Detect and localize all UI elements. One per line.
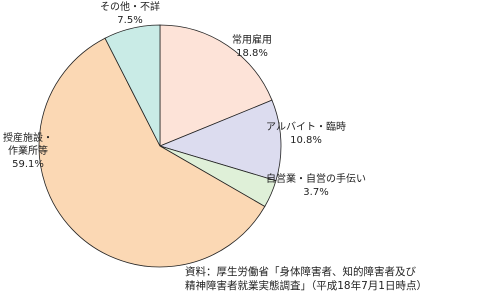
source-line: 資料：厚生労働省「身体障害者、知的障害者及び (185, 266, 416, 278)
slice-label: 常用雇用 (232, 35, 272, 46)
value-label: 3.7% (303, 187, 329, 198)
slice-label: アルバイト・臨時 (266, 122, 346, 133)
source-line: 精神障害者就業実態調査」（平成18年7月1日時点） (185, 280, 427, 292)
pie-slice (158, 99, 282, 182)
slice-label: その他・不詳 (100, 2, 160, 13)
slice-label: 授産施設・作業所等 (3, 133, 53, 157)
value-label: 59.1% (12, 159, 44, 170)
pie-slice (104, 24, 161, 147)
value-label: 10.8% (290, 135, 322, 146)
pie-slice (159, 24, 273, 147)
source-note: 資料：厚生労働省「身体障害者、知的障害者及び 精神障害者就業実態調査」（平成18… (185, 265, 427, 293)
slice-label: 自営業・自営の手伝い (266, 174, 366, 185)
pie-slice (38, 37, 266, 268)
value-label: 18.8% (236, 48, 268, 59)
value-label: 7.5% (117, 15, 143, 26)
